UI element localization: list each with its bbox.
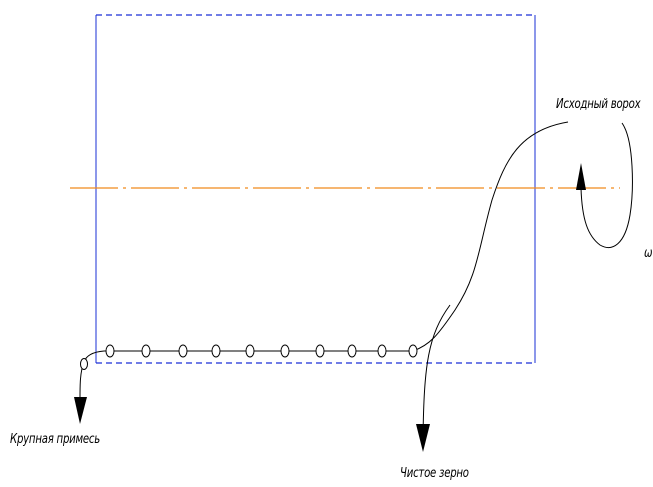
cell [377,344,387,358]
cell-chain [105,344,418,358]
coarse-impurity-label: Крупная примесь [10,432,101,447]
cell [315,344,325,358]
source-heap-path [412,121,569,352]
source-heap-label: Исходный ворох [556,97,641,112]
cell [245,344,255,358]
cell [211,344,221,358]
coarse-impurity-arrowhead [74,397,87,424]
clean-grain-arrowhead [416,424,430,452]
clean-grain-path [422,304,451,439]
coarse-impurity-cell [80,358,88,370]
cell [280,344,290,358]
cell [105,344,115,358]
clean-grain-label: Чистое зерно [400,466,469,481]
cell [178,344,188,358]
cell [408,344,418,358]
omega-label: ω [644,246,653,261]
cell [347,344,357,358]
rotation-direction-arc [580,122,633,248]
rotation-arrowhead [576,163,586,190]
cell [141,344,151,358]
